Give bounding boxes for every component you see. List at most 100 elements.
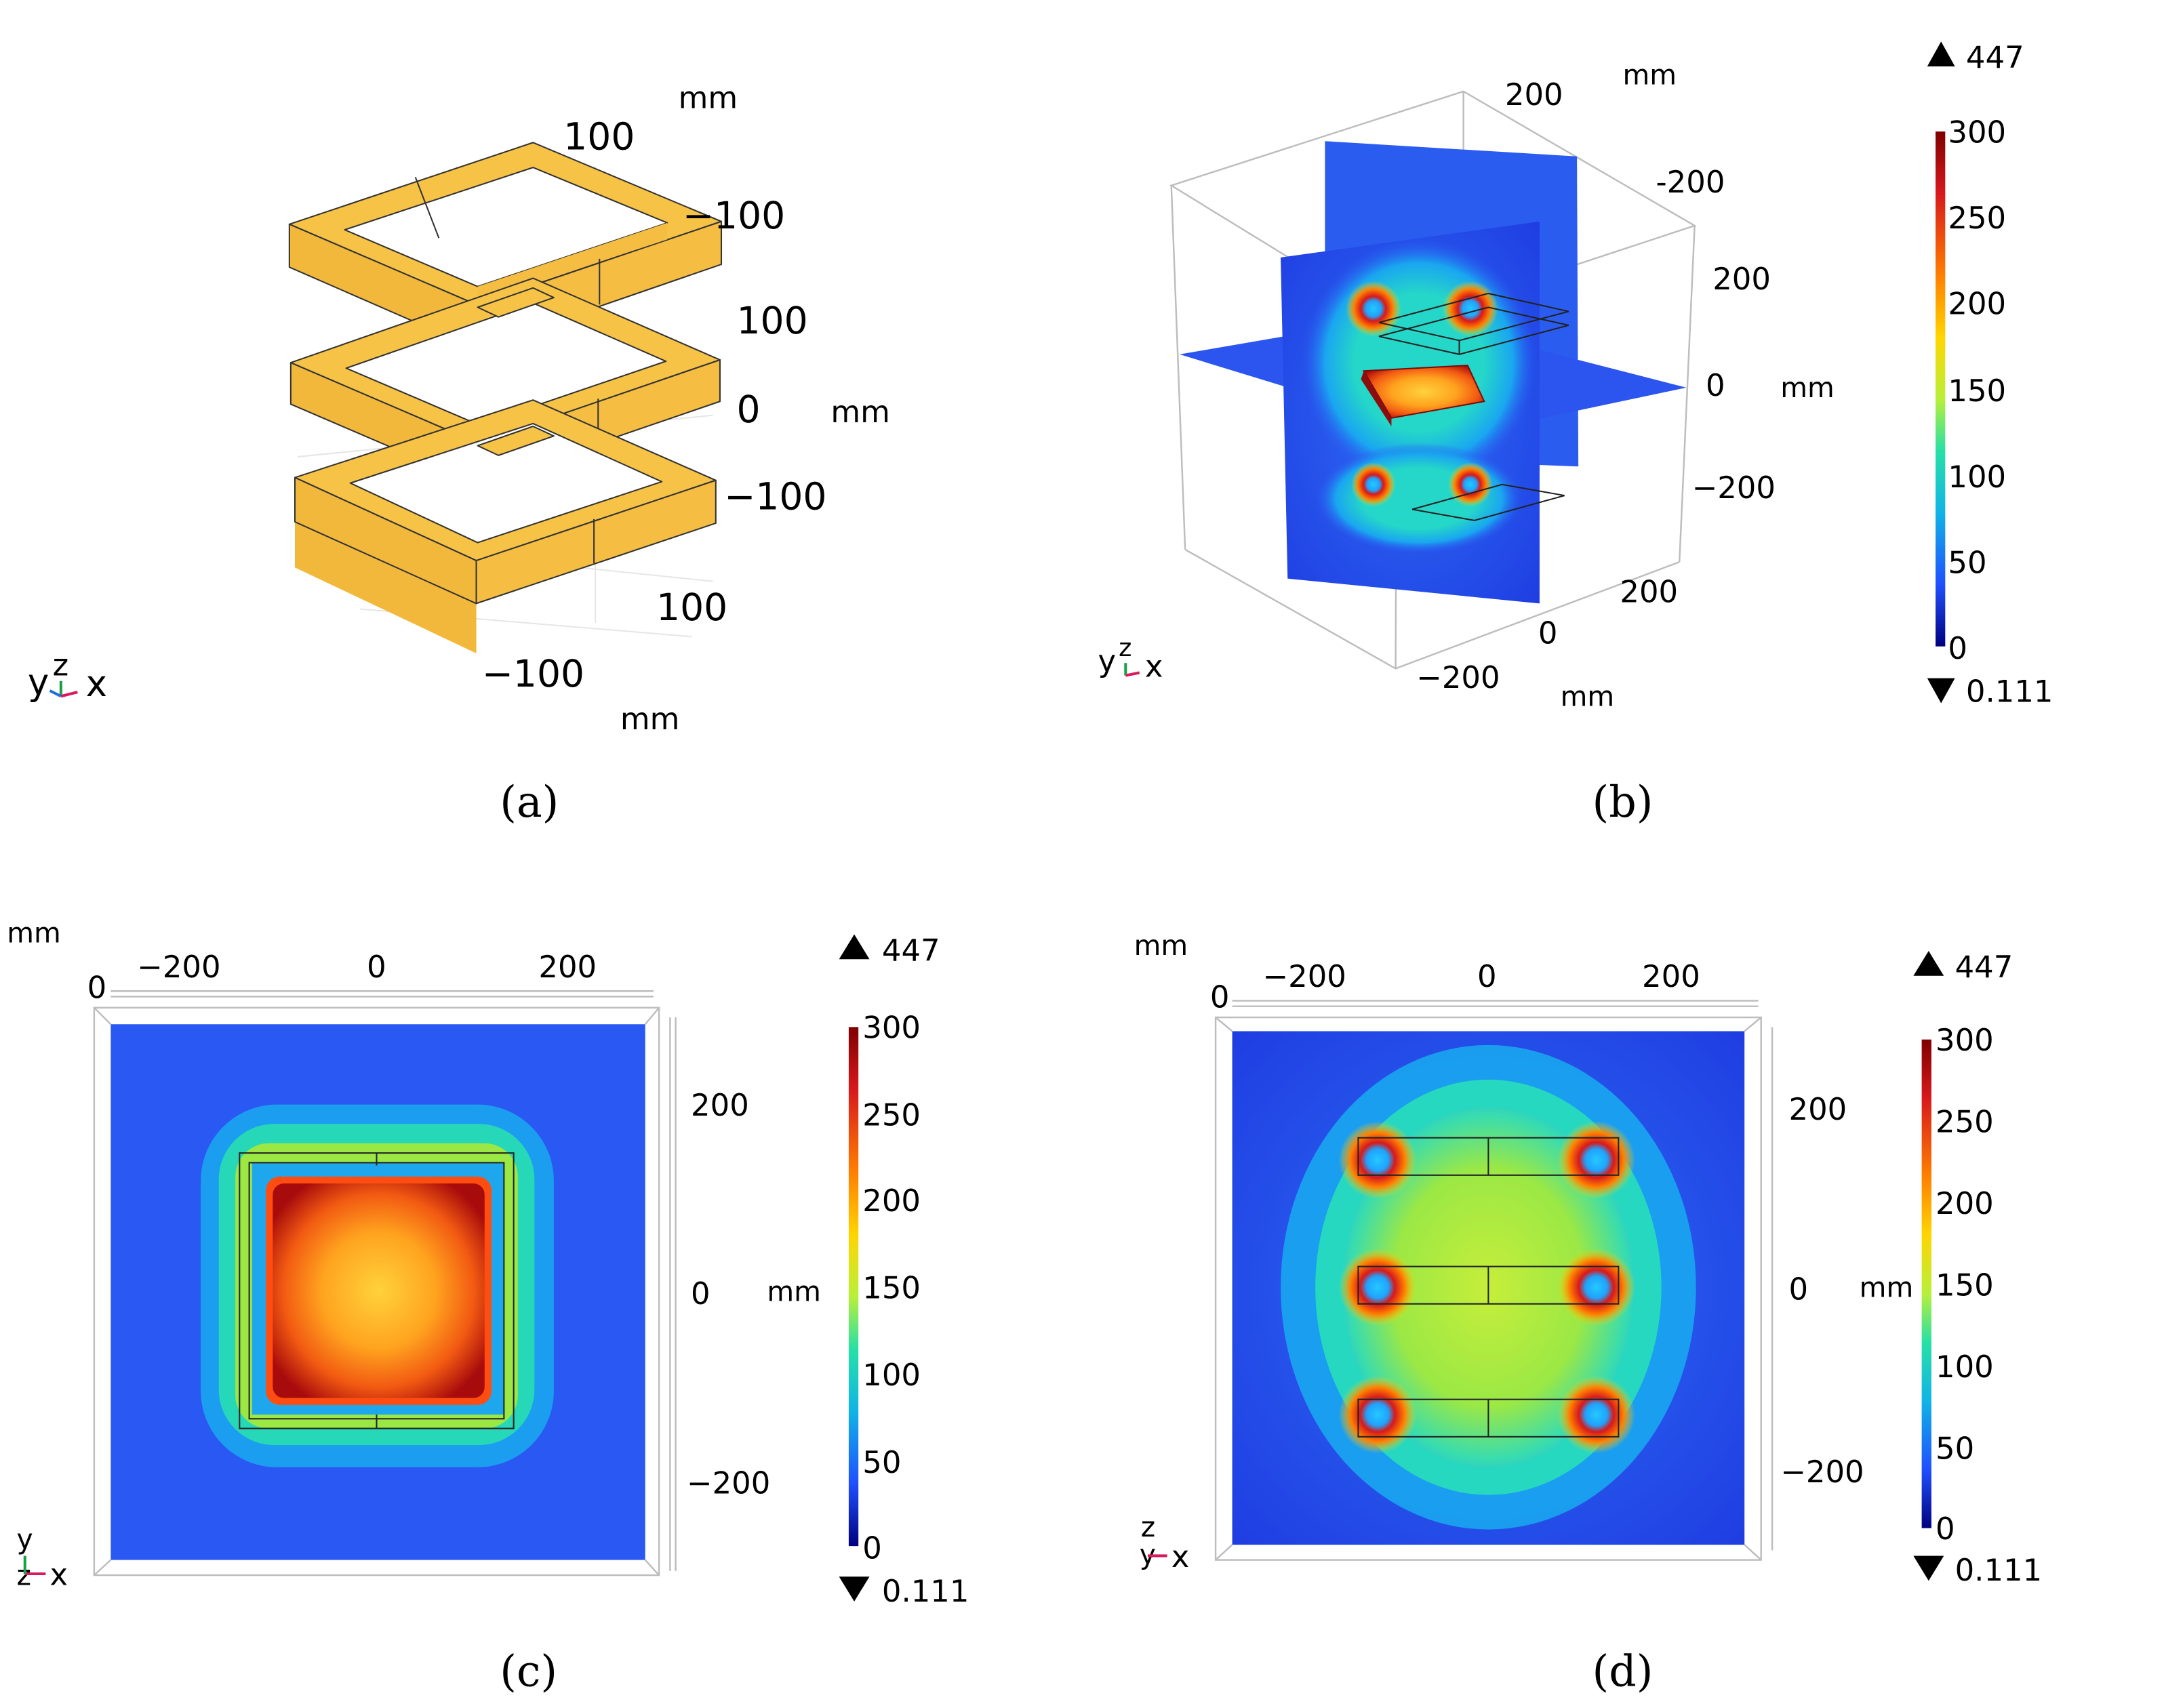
colorbar-c-min-label: 0.111: [882, 1573, 969, 1609]
panel-c-unit-top: mm: [7, 917, 61, 950]
colorbar-c: 447 300 250 200 150 100 50 0 0.111: [839, 932, 969, 1609]
svg-text:150: 150: [862, 1270, 921, 1306]
panel-d-caption: (d): [1592, 1646, 1654, 1696]
panel-d-axis-triad: z y x: [1140, 1511, 1190, 1574]
svg-text:200: 200: [1936, 1185, 1994, 1221]
svg-text:x: x: [1171, 1539, 1190, 1574]
panel-c-axis-triad: y z x: [17, 1523, 68, 1592]
panel-c: mm 0 −200 0 200 200 0 mm −200 y z x (c): [7, 917, 821, 1696]
svg-text:100: 100: [1948, 459, 2006, 495]
svg-text:y: y: [1098, 643, 1116, 678]
panel-d-hotspot-2: [1557, 1121, 1635, 1199]
panel-b-tick-top-m200: -200: [1656, 164, 1725, 200]
panel-a-tick-bottom-100: 100: [656, 586, 727, 630]
svg-text:50: 50: [1948, 544, 1986, 580]
colorbar-d: 447 300 250 200 150 100 50 0 0.111: [1913, 949, 2042, 1588]
svg-text:100: 100: [1936, 1349, 1994, 1385]
colorbar-c-max-marker-icon: [839, 934, 870, 960]
panel-d-hotspot-1: [1338, 1121, 1417, 1199]
svg-text:z: z: [1141, 1511, 1155, 1543]
panel-d-unit-side: mm: [1860, 1272, 1914, 1304]
panel-b: mm 200 -200 200 0 mm −200 200 0 −200 mm …: [1098, 59, 1834, 827]
svg-text:150: 150: [1948, 373, 2006, 409]
svg-text:300: 300: [1936, 1022, 1994, 1058]
panel-a-tick-z-m100: −100: [724, 476, 826, 519]
panel-d-hotspot-6: [1557, 1375, 1635, 1454]
panel-b-tick-z-0: 0: [1706, 367, 1725, 403]
colorbar-c-min-marker-icon: [839, 1577, 870, 1602]
panel-a-tick-z-100: 100: [736, 300, 807, 343]
panel-c-tick-side-m200: −200: [687, 1465, 770, 1501]
colorbar-b-gradient: [1936, 131, 1946, 647]
panel-c-unit-side: mm: [767, 1276, 821, 1308]
panel-a-caption: (a): [500, 777, 559, 827]
panel-b-hotspot-4: [1448, 462, 1493, 507]
panel-a-unit-bottom: mm: [620, 701, 680, 737]
panel-b-tick-bottom-200: 200: [1620, 573, 1678, 609]
colorbar-d-max-label: 447: [1955, 949, 2013, 985]
svg-text:300: 300: [862, 1010, 921, 1046]
panel-d-tick-top-0: 0: [1477, 958, 1497, 994]
colorbar-b-min-marker-icon: [1927, 678, 1955, 704]
svg-text:150: 150: [1936, 1267, 1994, 1303]
colorbar-d-gradient: [1921, 1039, 1931, 1528]
panel-a-unit-side: mm: [830, 394, 890, 430]
panel-a-unit-top: mm: [679, 79, 738, 115]
svg-text:0: 0: [862, 1530, 882, 1566]
panel-c-tick-top-200: 200: [538, 949, 597, 985]
panel-c-tick-corner-0: 0: [87, 969, 107, 1005]
panel-b-caption: (b): [1592, 777, 1654, 827]
svg-text:0: 0: [1948, 630, 1967, 666]
panel-d-conductor-outlines: [1357, 1137, 1620, 1438]
panel-a-tick-top-m100: −100: [683, 195, 785, 238]
panel-c-tick-top-m200: −200: [137, 949, 220, 985]
panel-c-coil-outline: [239, 1152, 515, 1429]
panel-b-axis-triad: y z x: [1098, 633, 1163, 685]
colorbar-c-max-label: 447: [882, 932, 940, 968]
svg-text:x: x: [1145, 649, 1163, 685]
panel-c-tick-side-0: 0: [691, 1276, 710, 1312]
panel-d-hotspot-5: [1338, 1375, 1417, 1454]
panel-b-tick-bottom-0: 0: [1538, 615, 1558, 651]
colorbar-b: 447 300 250 200 150 100 50 0 0.111: [1927, 39, 2053, 709]
panel-d-hotspot-3: [1338, 1248, 1417, 1326]
panel-c-tick-side-200: 200: [691, 1087, 749, 1123]
colorbar-b-ticks: 300 250 200 150 100 50 0: [1948, 114, 2006, 666]
colorbar-b-max-label: 447: [1966, 39, 2024, 75]
coil-loop-bottom: [294, 399, 717, 653]
panel-d-tick-top-200: 200: [1642, 958, 1700, 994]
panel-b-tick-z-200: 200: [1712, 261, 1771, 297]
colorbar-d-min-label: 0.111: [1955, 1552, 2043, 1588]
svg-text:0: 0: [1936, 1511, 1955, 1547]
panel-b-unit-side: mm: [1780, 371, 1835, 404]
panel-b-tick-bottom-m200: −200: [1416, 659, 1500, 695]
panel-a-axis-triad: y z x: [28, 647, 107, 706]
panel-b-coil-outline: [1378, 292, 1569, 521]
panel-b-halo-lower: [1315, 443, 1523, 554]
svg-text:z: z: [53, 647, 69, 683]
colorbar-c-ticks: 300 250 200 150 100 50 0: [862, 1010, 921, 1566]
panel-c-caption: (c): [500, 1646, 557, 1696]
svg-text:100: 100: [862, 1357, 921, 1393]
svg-text:z: z: [17, 1559, 31, 1591]
panel-d-tick-side-200: 200: [1789, 1091, 1847, 1127]
panel-d-unit-top: mm: [1134, 929, 1188, 962]
panel-d-hotspot-4: [1557, 1248, 1635, 1326]
panel-b-unit-bottom: mm: [1561, 680, 1615, 713]
panel-d-tick-side-0: 0: [1789, 1272, 1809, 1307]
svg-text:300: 300: [1948, 114, 2006, 150]
svg-text:y: y: [28, 662, 49, 704]
svg-text:y: y: [17, 1523, 33, 1556]
panel-d-tick-side-m200: −200: [1780, 1454, 1864, 1490]
panel-a-tick-bottom-m100: −100: [482, 653, 584, 696]
panel-c-hot-core: [273, 1183, 485, 1398]
panel-b-hotspot-1: [1346, 281, 1401, 337]
panel-b-unit-top: mm: [1622, 59, 1677, 92]
panel-a-tick-z-0: 0: [736, 388, 760, 432]
svg-text:250: 250: [862, 1097, 921, 1133]
panel-b-hotspot-3: [1351, 462, 1396, 507]
svg-text:50: 50: [1936, 1430, 1974, 1466]
panel-c-tick-top-0: 0: [367, 949, 386, 985]
